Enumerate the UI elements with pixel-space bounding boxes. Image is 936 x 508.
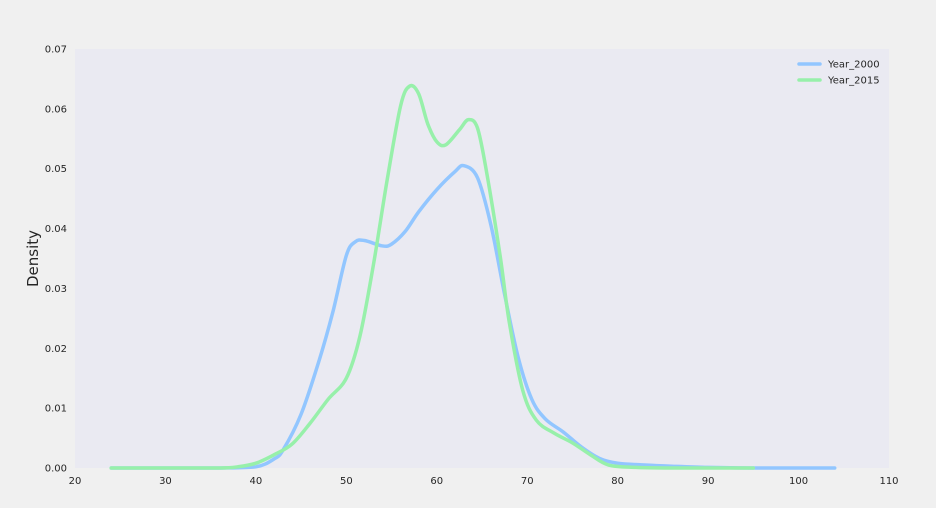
series-lines [109, 83, 837, 470]
y-tick-label: 0.07 [45, 45, 67, 56]
y-tick-label: 0.02 [45, 344, 67, 355]
y-tick-label: 0.03 [45, 284, 67, 295]
y-axis-ticks: 0.00 0.01 0.02 0.03 0.04 0.05 0.06 0.07 [45, 45, 67, 475]
x-tick-label: 80 [611, 476, 624, 487]
legend-label: Year_2000 [827, 60, 880, 71]
x-tick-label: 110 [879, 476, 898, 487]
y-tick-label: 0.06 [45, 104, 67, 115]
x-tick-label: 50 [340, 476, 353, 487]
x-tick-label: 20 [69, 476, 82, 487]
x-tick-label: 40 [250, 476, 263, 487]
y-tick-label: 0.01 [45, 404, 67, 415]
y-axis-label: Density [24, 230, 42, 287]
x-axis-ticks: 20 30 40 50 60 70 80 90 100 110 [69, 476, 899, 487]
legend: Year_2000 Year_2015 [797, 60, 880, 87]
plot-area [75, 49, 889, 468]
y-tick-label: 0.00 [45, 464, 67, 475]
series-line-year-2015 [109, 83, 756, 470]
legend-label: Year_2015 [827, 76, 880, 87]
x-tick-label: 100 [789, 476, 808, 487]
x-tick-label: 70 [521, 476, 534, 487]
x-tick-label: 30 [159, 476, 172, 487]
y-tick-label: 0.04 [45, 224, 67, 235]
y-tick-label: 0.05 [45, 164, 67, 175]
x-tick-label: 90 [702, 476, 715, 487]
x-tick-label: 60 [430, 476, 443, 487]
series-line-year-2000 [109, 163, 837, 470]
